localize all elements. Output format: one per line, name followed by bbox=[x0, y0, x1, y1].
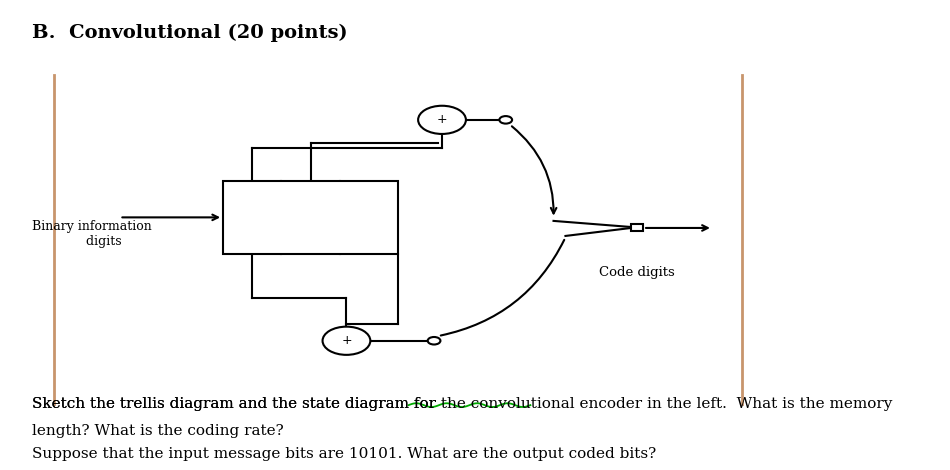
Text: B.  Convolutional (20 points): B. Convolutional (20 points) bbox=[32, 24, 348, 42]
Text: length? What is the coding rate?: length? What is the coding rate? bbox=[32, 424, 284, 438]
Text: Suppose that the input message bits are 10101. What are the output coded bits?: Suppose that the input message bits are … bbox=[32, 447, 656, 462]
Circle shape bbox=[418, 106, 466, 134]
Circle shape bbox=[500, 116, 512, 124]
Text: Code digits: Code digits bbox=[599, 266, 675, 279]
Text: +: + bbox=[341, 334, 352, 347]
Text: Binary information
      digits: Binary information digits bbox=[31, 220, 151, 248]
Text: +: + bbox=[437, 113, 447, 126]
Text: Sketch the trellis diagram and the state diagram for the convolutional encoder i: Sketch the trellis diagram and the state… bbox=[32, 397, 892, 411]
Text: Sketch the trellis diagram and the state diagram for: Sketch the trellis diagram and the state… bbox=[32, 397, 441, 411]
Bar bbox=[631, 224, 643, 231]
Circle shape bbox=[428, 337, 441, 345]
Circle shape bbox=[323, 327, 370, 355]
Bar bbox=[223, 181, 398, 254]
